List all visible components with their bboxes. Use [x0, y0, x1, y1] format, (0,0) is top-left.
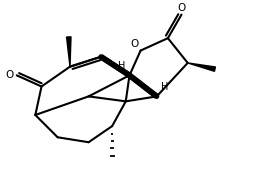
Text: H: H: [118, 61, 125, 71]
Text: O: O: [6, 70, 14, 80]
Polygon shape: [67, 37, 71, 67]
Text: H: H: [161, 82, 169, 92]
Text: O: O: [177, 3, 186, 13]
Polygon shape: [188, 63, 215, 71]
Text: O: O: [130, 39, 139, 49]
